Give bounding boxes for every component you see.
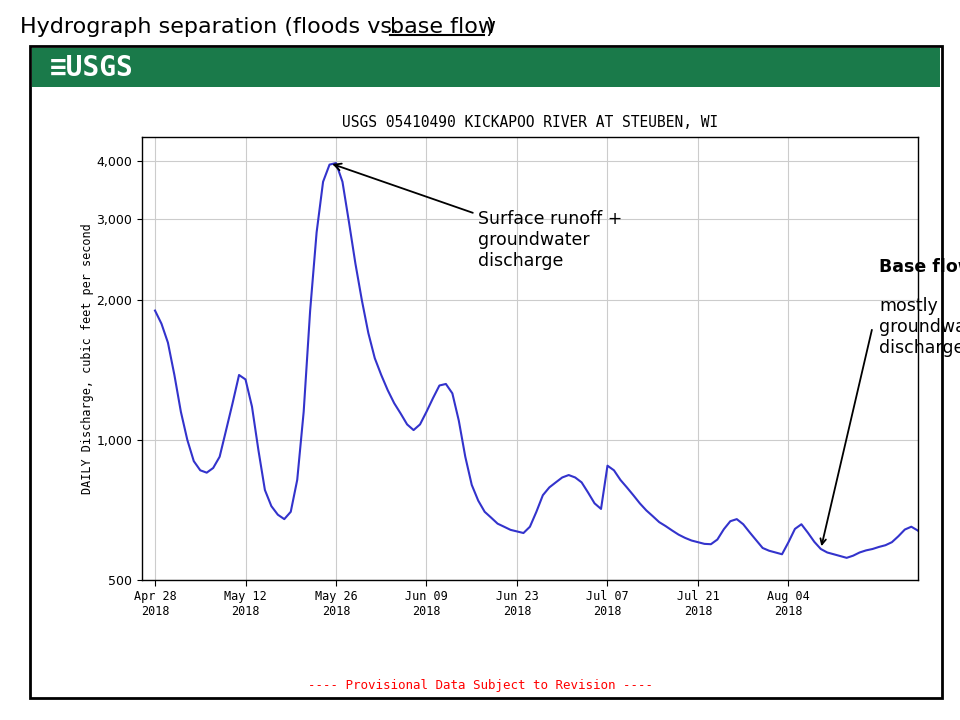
Text: mostly
groundwater
discharge: mostly groundwater discharge — [879, 276, 960, 357]
Text: Hydrograph separation (floods vs.: Hydrograph separation (floods vs. — [20, 17, 406, 37]
Title: USGS 05410490 KICKAPOO RIVER AT STEUBEN, WI: USGS 05410490 KICKAPOO RIVER AT STEUBEN,… — [342, 115, 718, 130]
FancyBboxPatch shape — [32, 48, 940, 87]
Text: ---- Provisional Data Subject to Revision ----: ---- Provisional Data Subject to Revisio… — [307, 679, 653, 692]
Text: Surface runoff +
groundwater
discharge: Surface runoff + groundwater discharge — [334, 163, 623, 269]
Text: Base flow:: Base flow: — [879, 258, 960, 276]
Text: ): ) — [485, 17, 493, 37]
Text: base flow: base flow — [390, 17, 496, 37]
FancyBboxPatch shape — [30, 46, 942, 698]
Text: ≡USGS: ≡USGS — [50, 54, 133, 82]
Y-axis label: DAILY Discharge, cubic feet per second: DAILY Discharge, cubic feet per second — [81, 222, 94, 494]
